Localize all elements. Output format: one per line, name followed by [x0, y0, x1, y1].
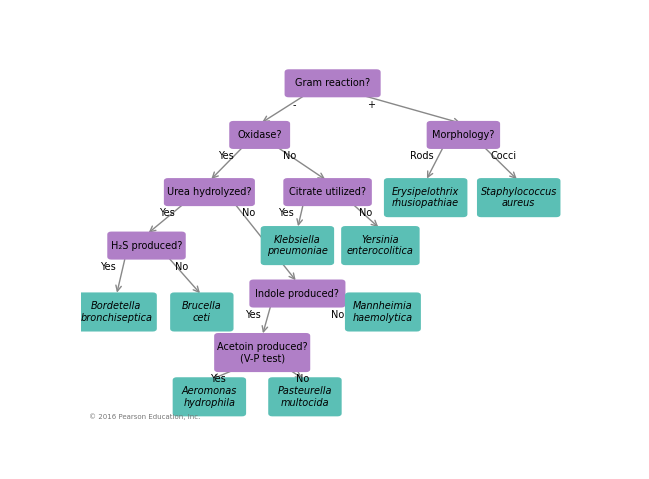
FancyBboxPatch shape [384, 178, 467, 217]
Text: Oxidase?: Oxidase? [238, 130, 282, 140]
Text: Mannheimia
haemolytica: Mannheimia haemolytica [353, 301, 413, 323]
FancyBboxPatch shape [284, 178, 372, 206]
Text: No: No [283, 151, 297, 161]
FancyBboxPatch shape [268, 377, 341, 416]
Text: Klebsiella
pneumoniae: Klebsiella pneumoniae [267, 235, 328, 256]
FancyBboxPatch shape [341, 226, 420, 265]
FancyBboxPatch shape [170, 292, 234, 331]
Text: Staphylococcus
aureus: Staphylococcus aureus [480, 187, 557, 208]
FancyBboxPatch shape [173, 377, 246, 416]
Text: Yes: Yes [245, 310, 261, 320]
Text: Indole produced?: Indole produced? [256, 288, 339, 298]
FancyBboxPatch shape [229, 121, 290, 149]
Text: No: No [360, 208, 373, 218]
Text: Rods: Rods [410, 151, 434, 161]
Text: Urea hydrolyzed?: Urea hydrolyzed? [167, 187, 252, 197]
Text: Yes: Yes [218, 151, 234, 161]
Text: Morphology?: Morphology? [432, 130, 495, 140]
FancyBboxPatch shape [249, 280, 345, 308]
Text: Yes: Yes [210, 375, 226, 385]
Text: Brucella
ceti: Brucella ceti [182, 301, 222, 323]
Text: © 2016 Pearson Education, Inc.: © 2016 Pearson Education, Inc. [89, 413, 200, 420]
FancyBboxPatch shape [164, 178, 255, 206]
Text: No: No [175, 262, 188, 272]
FancyBboxPatch shape [284, 69, 381, 97]
FancyBboxPatch shape [477, 178, 561, 217]
Text: Erysipelothrix
rhusiopathiae: Erysipelothrix rhusiopathiae [392, 187, 459, 208]
FancyBboxPatch shape [345, 292, 421, 331]
Text: Yes: Yes [158, 208, 175, 218]
Text: No: No [296, 375, 310, 385]
FancyBboxPatch shape [261, 226, 334, 265]
Text: +: + [367, 100, 374, 110]
FancyBboxPatch shape [214, 333, 310, 372]
Text: Yes: Yes [278, 208, 293, 218]
Text: Acetoin produced?
(V-P test): Acetoin produced? (V-P test) [217, 342, 308, 364]
Text: -: - [293, 100, 296, 110]
Text: Pasteurella
multocida: Pasteurella multocida [278, 386, 332, 408]
FancyBboxPatch shape [107, 231, 186, 260]
Text: Aeromonas
hydrophila: Aeromonas hydrophila [182, 386, 237, 408]
Text: H₂S produced?: H₂S produced? [111, 240, 182, 251]
Text: Citrate utilized?: Citrate utilized? [289, 187, 366, 197]
Text: Yes: Yes [99, 262, 116, 272]
FancyBboxPatch shape [76, 292, 157, 331]
Text: No: No [332, 310, 345, 320]
Text: Yersinia
enterocolitica: Yersinia enterocolitica [347, 235, 414, 256]
Text: Cocci: Cocci [491, 151, 517, 161]
Text: Bordetella
bronchiseptica: Bordetella bronchiseptica [80, 301, 153, 323]
FancyBboxPatch shape [426, 121, 500, 149]
Text: Gram reaction?: Gram reaction? [295, 78, 370, 88]
Text: No: No [242, 208, 255, 218]
